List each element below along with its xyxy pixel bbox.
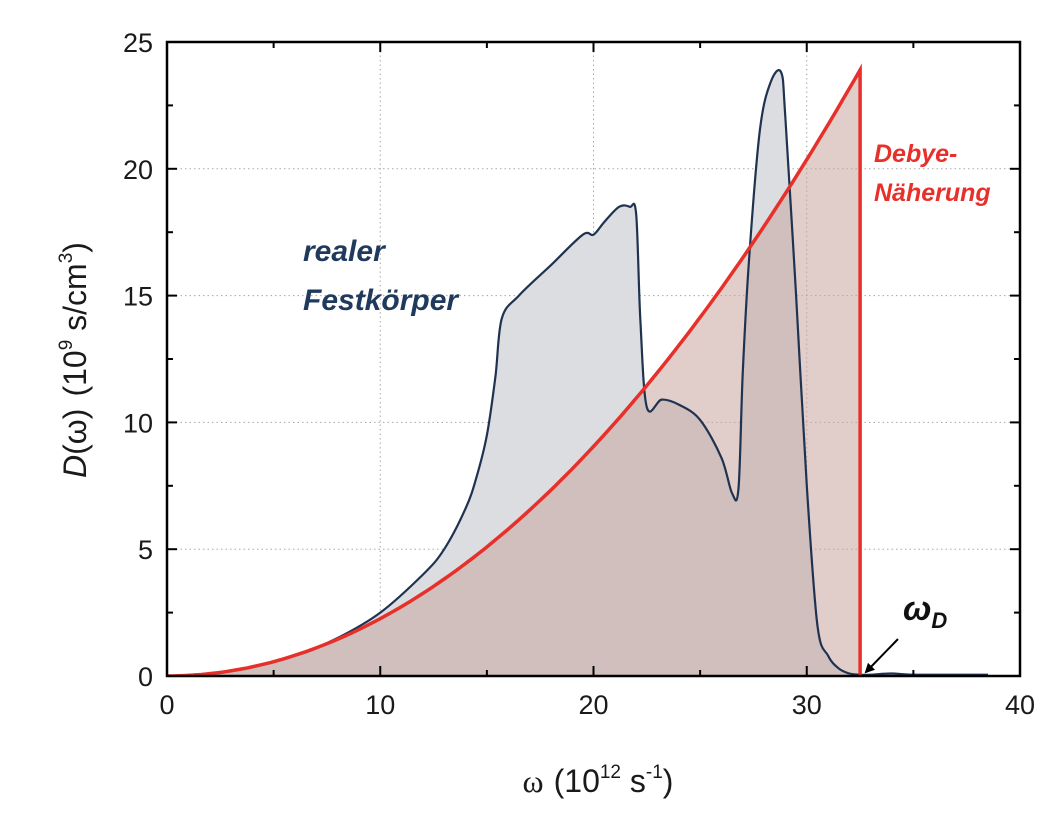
- y-axis-label: D(ω)(109 s/cm3): [56, 242, 93, 478]
- x-tick-label: 10: [365, 690, 395, 720]
- y-tick-label: 20: [123, 155, 153, 185]
- x-tick-label: 20: [578, 690, 608, 720]
- y-tick-label: 5: [138, 535, 153, 565]
- y-tick-label: 25: [123, 28, 153, 58]
- omega-d-label: ωD: [903, 590, 947, 633]
- tick-labels: 0 10 20 30 40 0 5 10 15 20 25: [123, 28, 1035, 720]
- debye-label: Debye- Näherung: [874, 140, 991, 207]
- omega-d-arrow: [864, 638, 899, 674]
- debye-fill: [167, 69, 861, 676]
- axis-ticks: [166, 41, 1021, 677]
- y-tick-label: 10: [123, 408, 153, 438]
- real-solid-label: realer Festkörper: [303, 235, 460, 317]
- x-tick-label: 0: [159, 690, 174, 720]
- x-tick-label: 40: [1005, 690, 1035, 720]
- y-tick-label: 15: [123, 282, 153, 312]
- real-solid-curve: [167, 69, 989, 676]
- y-tick-label: 0: [138, 662, 153, 692]
- debye-curve: [167, 63, 862, 676]
- x-tick-label: 30: [792, 690, 822, 720]
- x-axis-label: ω (1012 s-1): [523, 762, 674, 799]
